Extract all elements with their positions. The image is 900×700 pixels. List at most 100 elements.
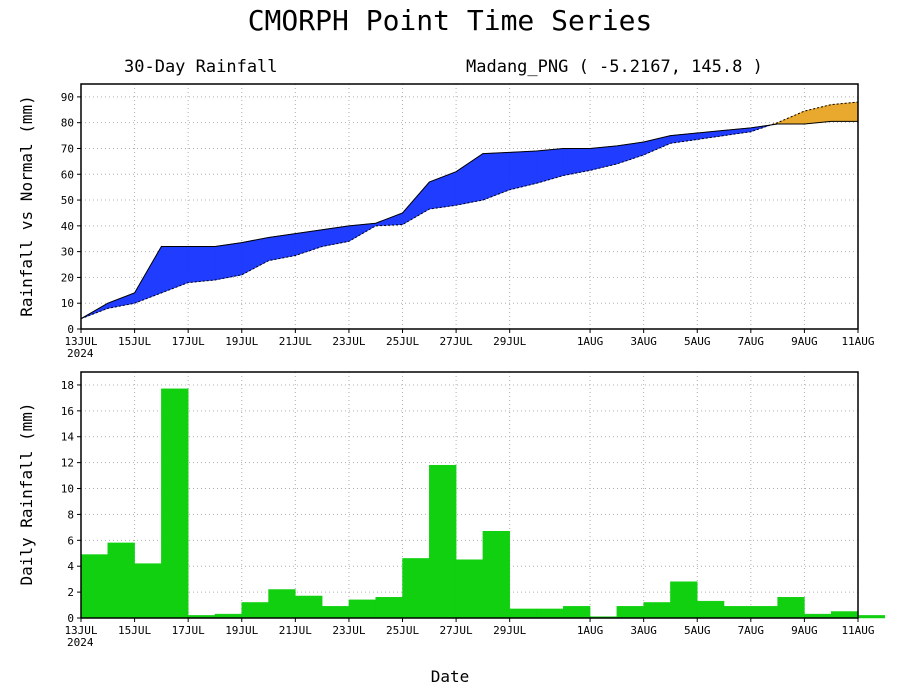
plot-frame: [80, 83, 859, 330]
x-tick-label: 5AUG: [684, 335, 711, 348]
x-tick-label: 7AUG: [738, 335, 765, 348]
daily-bar: [482, 531, 510, 619]
y-tick-label: 80: [61, 117, 74, 130]
observed-line: [80, 101, 859, 320]
x-tick-label: 25JUL: [386, 335, 419, 348]
deficit-segment: [107, 292, 135, 309]
x-tick-label: 21JUL: [279, 335, 312, 348]
x-tick-label: 1AUG: [577, 624, 604, 637]
deficit-segment: [562, 148, 591, 176]
deficit-segment: [402, 181, 430, 226]
subtitle-left: 30-Day Rainfall: [124, 57, 278, 77]
surplus-segment: [830, 101, 859, 122]
x-tick-label: 21JUL: [279, 624, 312, 637]
x-tick-label: 17JUL: [172, 335, 205, 348]
deficit-segment: [295, 229, 323, 256]
deficit-segment: [241, 237, 269, 276]
x-tick-label: 7AUG: [738, 624, 765, 637]
daily-bar: [134, 563, 162, 619]
x-tick-label: 23JUL: [332, 624, 365, 637]
x-tick-label: 1AUG: [577, 335, 604, 348]
daily-bar: [321, 606, 350, 619]
y-tick-label: 50: [61, 194, 74, 207]
x-tick-label: 11AUG: [841, 335, 874, 348]
daily-bar: [429, 464, 457, 619]
x-tick-label: 13JUL: [64, 624, 97, 637]
y-tick-label: 10: [61, 483, 74, 496]
y-tick-label: 10: [61, 297, 74, 310]
y-tick-label: 4: [67, 560, 74, 573]
deficit-segment: [161, 246, 189, 294]
deficit-segment: [455, 153, 484, 206]
daily-bar: [509, 608, 537, 619]
y-tick-label: 12: [61, 457, 74, 470]
deficit-segment: [214, 242, 243, 281]
daily-bar: [268, 589, 296, 619]
y-tick-label: 40: [61, 220, 74, 233]
x-tick-label: 15JUL: [118, 624, 151, 637]
x-tick-label: 5AUG: [684, 624, 711, 637]
subtitle-right: Madang_PNG ( -5.2167, 145.8 ): [466, 57, 763, 77]
daily-bar: [348, 599, 376, 619]
daily-bar: [402, 558, 430, 619]
daily-bar: [777, 597, 805, 619]
y-tick-label: 0: [67, 323, 74, 336]
daily-bar: [857, 615, 886, 619]
y-tick-label: 0: [67, 612, 74, 625]
daily-bar: [750, 606, 778, 619]
x-tick-label: 15JUL: [118, 335, 151, 348]
cumulative-panel: 0 10 20 30 40 50 60 70 80 90 13JUL 15JUL 17JUL 19JUL 2…: [61, 83, 875, 360]
year-label: 2024: [67, 636, 94, 649]
x-tick-label: 23JUL: [332, 335, 365, 348]
y-tick-label: 2: [67, 586, 74, 599]
daily-panel: 0 2 4 6 8 10 12 14 16 18 13JUL 15JUL 17JUL 19JUL 21JUL…: [61, 371, 886, 649]
daily-bar: [563, 606, 591, 619]
surplus-segment: [777, 110, 805, 125]
x-tick-label: 17JUL: [172, 624, 205, 637]
x-tick-label: 27JUL: [440, 335, 473, 348]
daily-bar: [241, 602, 269, 619]
daily-bar: [107, 542, 135, 619]
y-tick-label: 18: [61, 379, 74, 392]
x-tick-label: 9AUG: [791, 624, 818, 637]
y-axis-label-top: Rainfall vs Normal (mm): [17, 95, 36, 317]
daily-bar: [696, 600, 725, 619]
x-tick-label: 11AUG: [841, 624, 874, 637]
daily-bar: [723, 606, 752, 619]
year-label: 2024: [67, 347, 94, 360]
daily-bar: [536, 608, 564, 619]
y-tick-label: 60: [61, 168, 74, 181]
y-axis-label-bottom: Daily Rainfall (mm): [17, 402, 36, 585]
deficit-segment: [187, 246, 216, 283]
daily-bar: [375, 597, 403, 619]
y-tick-label: 6: [67, 534, 74, 547]
plot-frame: [80, 371, 859, 619]
daily-bar: [295, 595, 323, 619]
deficit-segment: [482, 152, 510, 201]
x-tick-label: 19JUL: [225, 624, 258, 637]
chart-title: CMORPH Point Time Series: [248, 4, 653, 37]
daily-bar: [616, 606, 644, 619]
x-tick-label: 19JUL: [225, 335, 258, 348]
daily-bar: [80, 554, 109, 619]
daily-bar: [455, 559, 484, 619]
y-tick-label: 8: [67, 508, 74, 521]
y-tick-label: 20: [61, 271, 74, 284]
y-tick-label: 90: [61, 91, 74, 104]
x-tick-label: 27JUL: [440, 624, 473, 637]
deficit-segment: [536, 148, 564, 184]
y-tick-label: 14: [61, 431, 75, 444]
daily-bar: [643, 602, 671, 619]
daily-bar: [161, 388, 189, 619]
x-tick-label: 13JUL: [64, 335, 97, 348]
y-tick-label: 16: [61, 405, 74, 418]
daily-bar: [830, 611, 859, 619]
x-tick-label: 29JUL: [493, 335, 526, 348]
x-tick-label: 29JUL: [493, 624, 526, 637]
x-tick-label: 9AUG: [791, 335, 818, 348]
x-tick-label: 25JUL: [386, 624, 419, 637]
normal-line: [80, 120, 858, 320]
y-tick-label: 30: [61, 246, 74, 259]
daily-bar: [670, 581, 698, 619]
